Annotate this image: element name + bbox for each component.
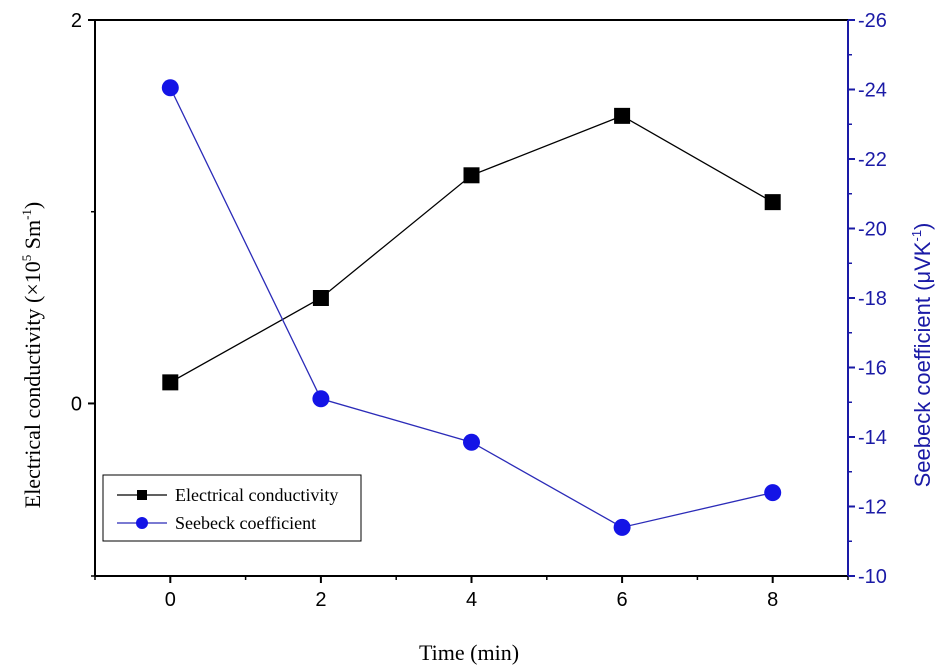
left-axis-title-text: Electrical conductivity (×10 [20,261,45,508]
seebeck-coefficient-point [463,433,480,451]
right-axis-title-exponent: -1 [909,230,924,242]
right-tick-label: -10 [858,566,887,588]
right-axis-title: Seebeck coefficient (μVK-1) [909,223,935,488]
legend-marker-seebeck-coefficient [136,517,148,529]
electrical-conductivity-point [162,374,179,391]
left-axis-title-close: ) [20,202,45,209]
x-tick-label: 8 [767,589,778,611]
legend-marker-electrical-conductivity [137,490,147,500]
seebeck-coefficient-point [764,484,782,502]
left-axis-title-exponent: 5 [19,255,34,262]
x-tick-label: 4 [466,589,477,611]
legend-label-electrical-conductivity: Electrical conductivity [175,485,338,505]
electrical-conductivity-line [169,115,774,383]
right-tick-label: -12 [858,497,887,519]
seebeck-coefficient-line [169,87,773,529]
legend-label-seebeck-coefficient: Seebeck coefficient [175,513,316,533]
plot-area [161,79,782,536]
right-tick-label: -20 [858,219,887,241]
right-tick-label: -26 [858,10,887,32]
right-tick-label: -14 [858,427,887,449]
seebeck-coefficient-point [312,390,330,408]
right-axis-title-text: Seebeck coefficient (μVK [910,241,935,487]
left-axis-title-unit: Sm [20,220,45,255]
right-tick-label: -18 [858,288,887,310]
legend: Electrical conductivity Seebeck coefficie… [102,474,362,542]
axes: 0 2 4 6 8 0 2 -10 -12 -14 -16 -18 -20 -22 -24 -26 [71,10,887,611]
seebeck-coefficient-point [613,518,631,536]
x-tick-label: 6 [617,589,628,611]
right-tick-label: -24 [858,80,887,102]
left-axis-title: Electrical conductivity (×105 Sm-1) [19,202,45,509]
left-tick-label: 2 [71,10,82,32]
x-axis-title: Time (min) [419,640,519,665]
electrical-conductivity-point [463,167,480,184]
right-tick-label: -16 [858,358,887,380]
left-tick-label: 0 [71,393,82,415]
right-tick-label: -22 [858,149,887,171]
legend-box [102,474,362,542]
left-axis-title-unit-exponent: -1 [19,209,34,220]
electrical-conductivity-point [312,290,329,306]
right-axis-title-close: ) [910,223,935,230]
x-tick-label: 0 [165,589,176,611]
x-tick-label: 2 [315,589,326,611]
seebeck-coefficient-point [161,79,179,97]
electrical-conductivity-point [764,194,781,211]
electrical-conductivity-point [614,107,631,124]
